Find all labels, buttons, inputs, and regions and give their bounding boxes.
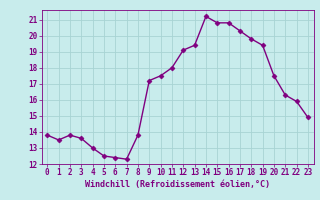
X-axis label: Windchill (Refroidissement éolien,°C): Windchill (Refroidissement éolien,°C) <box>85 180 270 189</box>
